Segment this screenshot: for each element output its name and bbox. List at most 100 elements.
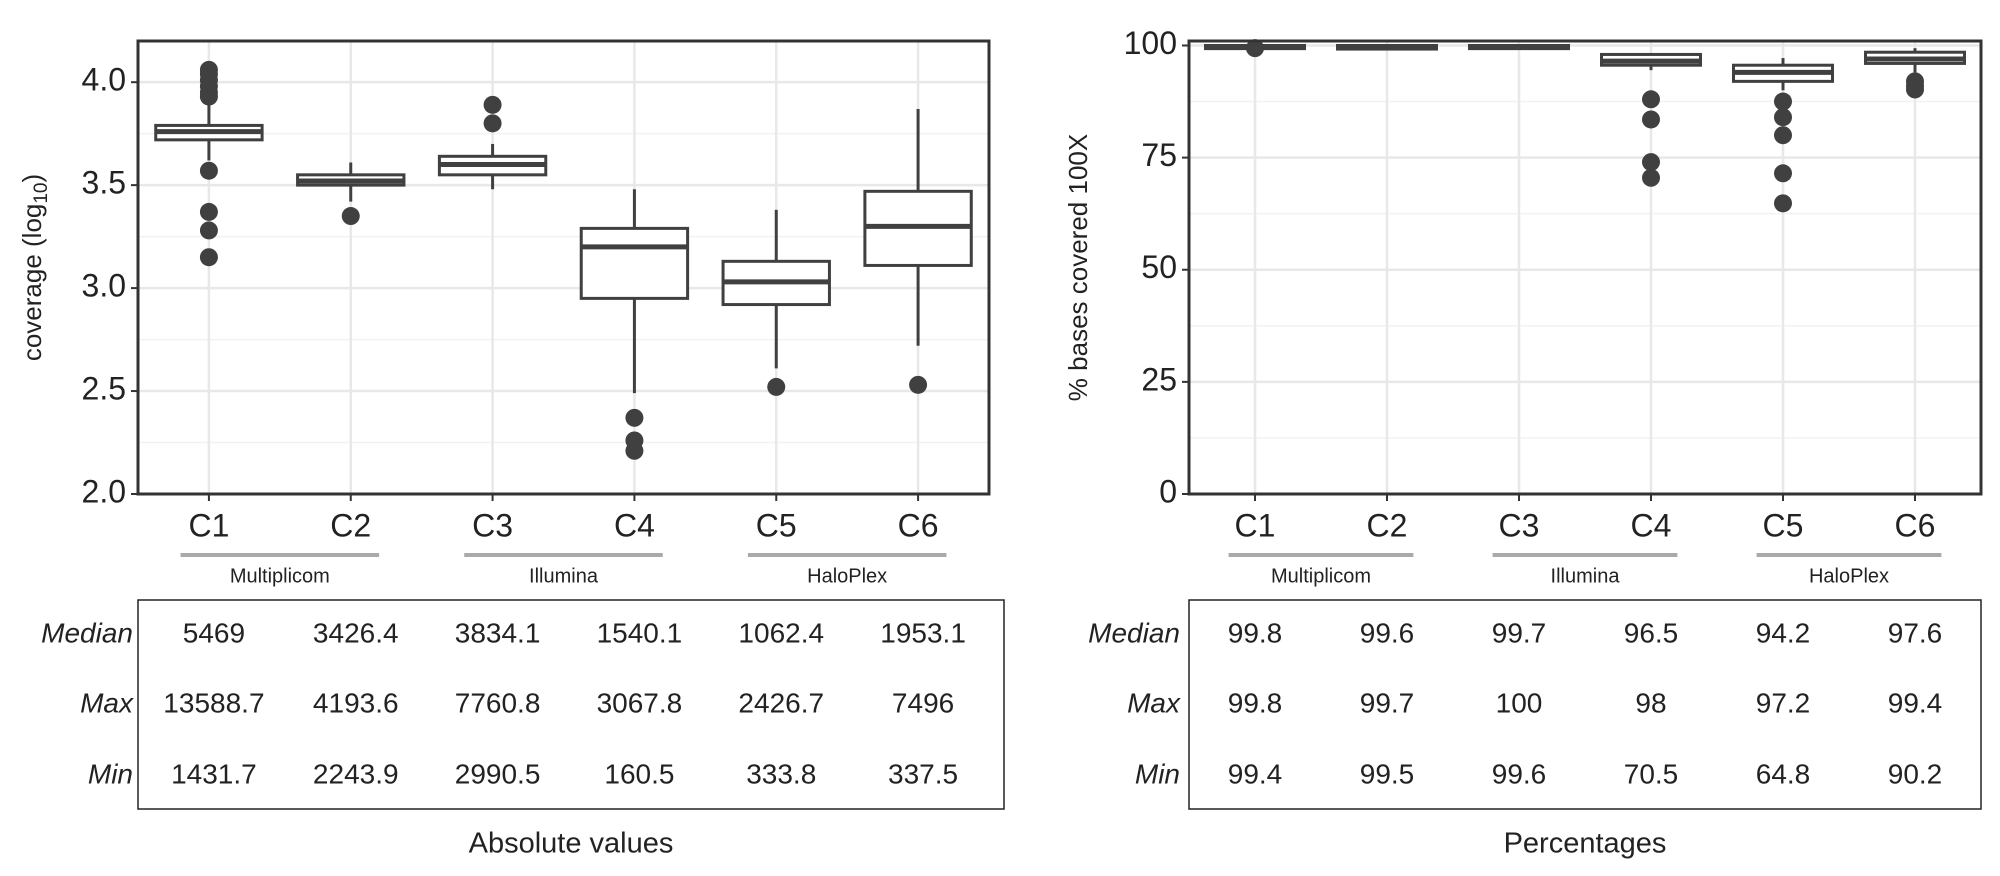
outlier [909, 375, 928, 394]
group-label: Illumina [529, 565, 599, 587]
outlier [1774, 164, 1792, 183]
table-cell: 1540.1 [597, 617, 683, 648]
y-axis-label: coverage (log10) [17, 174, 52, 361]
x-tick-label: C4 [614, 507, 655, 543]
outlier [483, 114, 502, 133]
y-label-sub: 10 [31, 182, 52, 203]
table-cell: 99.5 [1360, 758, 1415, 789]
panel-border [136, 39, 991, 496]
table-cell: 7496 [892, 687, 954, 718]
x-tick-label: C4 [1631, 507, 1672, 543]
y-label-text: coverage (log [17, 204, 47, 362]
outlier [1774, 194, 1792, 213]
table-cell: 97.2 [1756, 687, 1811, 718]
table-row-label: Min [88, 758, 133, 789]
group-label: Multiplicom [1271, 565, 1371, 587]
outlier [341, 207, 360, 226]
table-cell: 99.4 [1888, 687, 1943, 718]
outlier [1642, 168, 1660, 187]
table-cell: 3067.8 [597, 687, 683, 718]
x-tick-label: C1 [188, 507, 229, 543]
table-cell: 4193.6 [313, 687, 399, 718]
panel [1189, 41, 1981, 494]
y-label-text: % bases covered 100X [1063, 134, 1093, 401]
x-tick-label: C2 [1367, 507, 1408, 543]
panel [138, 41, 989, 494]
outlier [1642, 90, 1660, 109]
table-cell: 100 [1496, 687, 1543, 718]
table-cell: 99.8 [1228, 687, 1283, 718]
y-label-end: ) [17, 174, 47, 183]
y-tick-label: 0 [1159, 473, 1177, 509]
outlier [1642, 110, 1660, 129]
outlier [1246, 39, 1264, 58]
table-row-label: Median [1088, 617, 1180, 648]
table-row-label: Median [41, 617, 133, 648]
outlier [1774, 108, 1792, 127]
table-cell: 5469 [183, 617, 245, 648]
y-tick-label: 3.5 [82, 165, 126, 201]
outlier [483, 95, 502, 114]
y-tick-label: 25 [1141, 361, 1177, 397]
table-cell: 96.5 [1624, 617, 1679, 648]
y-tick-label: 50 [1141, 249, 1177, 285]
table-cell: 90.2 [1888, 758, 1943, 789]
table-cell: 99.8 [1228, 617, 1283, 648]
table-cell: 2426.7 [738, 687, 824, 718]
table-cell: 1953.1 [880, 617, 966, 648]
y-tick-label: 2.5 [82, 370, 126, 406]
x-tick-label: C5 [756, 507, 797, 543]
caption: Absolute values [469, 828, 674, 860]
table-border [1188, 599, 1982, 810]
outlier [199, 202, 218, 221]
table-cell: 1062.4 [738, 617, 824, 648]
table-cell: 333.8 [746, 758, 816, 789]
table-cell: 98 [1635, 687, 1666, 718]
x-tick-label: C6 [1895, 507, 1936, 543]
table-cell: 99.7 [1360, 687, 1415, 718]
table-row-label: Min [1135, 758, 1180, 789]
table-cell: 3426.4 [313, 617, 399, 648]
outlier [199, 87, 218, 106]
group-label: Illumina [1551, 565, 1621, 587]
x-tick-label: C3 [1499, 507, 1540, 543]
table-cell: 13588.7 [163, 687, 264, 718]
table-cell: 99.6 [1492, 758, 1547, 789]
group-label: HaloPlex [1809, 565, 1889, 587]
y-tick-label: 75 [1141, 137, 1177, 173]
x-tick-label: C6 [898, 507, 939, 543]
box [579, 226, 690, 300]
table-cell: 2243.9 [313, 758, 399, 789]
table-cell: 2990.5 [455, 758, 541, 789]
table-row-label: Max [1127, 687, 1181, 718]
table-cell: 7760.8 [455, 687, 541, 718]
table-cell: 94.2 [1756, 617, 1811, 648]
outlier [1774, 92, 1792, 111]
table-cell: 337.5 [888, 758, 958, 789]
x-tick-label: C5 [1763, 507, 1804, 543]
x-tick-label: C3 [472, 507, 513, 543]
table-border [137, 599, 1005, 810]
outlier [1906, 80, 1924, 99]
y-axis-label: % bases covered 100X [1063, 134, 1093, 401]
outlier [1774, 126, 1792, 145]
table-cell: 99.6 [1360, 617, 1415, 648]
group-label: HaloPlex [807, 565, 887, 587]
table-row-label: Max [80, 687, 134, 718]
outlier [1642, 153, 1660, 172]
y-tick-label: 4.0 [82, 62, 126, 98]
table-cell: 99.7 [1492, 617, 1547, 648]
outlier [199, 221, 218, 240]
outlier [625, 441, 644, 460]
table-cell: 64.8 [1756, 758, 1811, 789]
outlier [625, 408, 644, 427]
table-cell: 70.5 [1624, 758, 1679, 789]
table-cell: 160.5 [604, 758, 674, 789]
y-tick-label: 2.0 [82, 473, 126, 509]
table-cell: 3834.1 [455, 617, 541, 648]
group-label: Multiplicom [230, 565, 330, 587]
y-tick-label: 100 [1124, 25, 1177, 61]
panel-border [1187, 39, 1983, 496]
table-cell: 97.6 [1888, 617, 1943, 648]
